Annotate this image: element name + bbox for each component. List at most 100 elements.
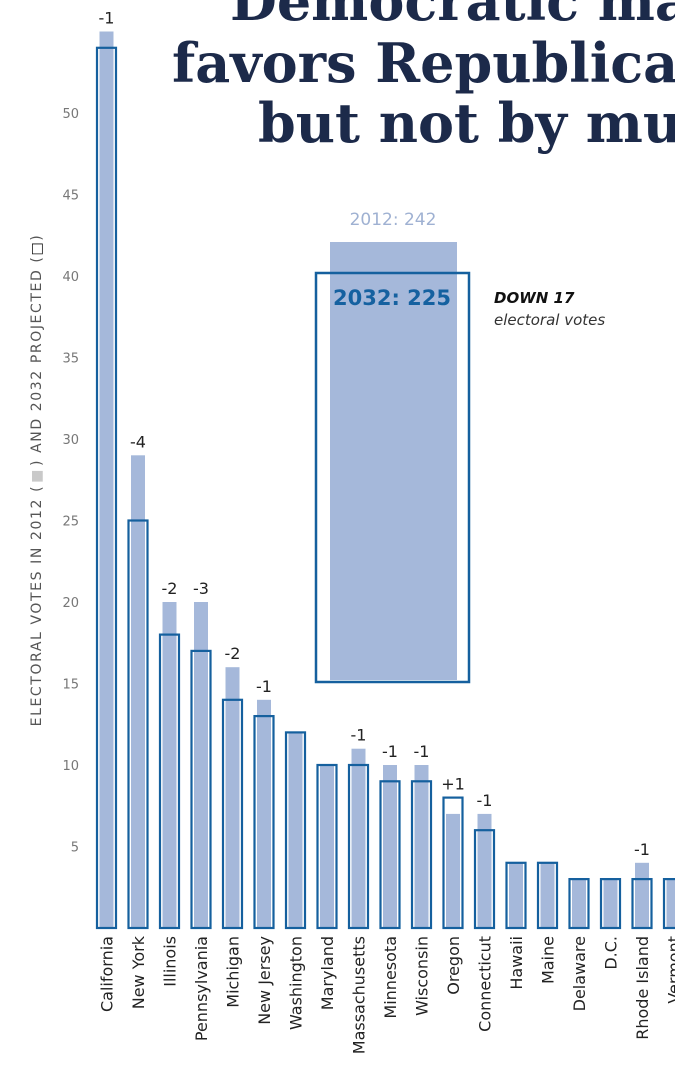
bar-2032-connecticut xyxy=(473,829,496,930)
x-label-oregon: Oregon xyxy=(444,936,463,995)
change-label-new-jersey: -1 xyxy=(256,677,272,696)
x-axis-labels: California New York Illinois Pennsylvania Mi… xyxy=(98,935,675,1054)
bar-2012-rhode-island xyxy=(635,862,649,928)
bar-2012-d-c xyxy=(603,879,618,928)
bar-2032-massachusetts xyxy=(347,763,370,930)
y-tick-40: 40 xyxy=(62,270,79,285)
y-tick-5: 5 xyxy=(71,841,79,856)
bar-2012-connecticut xyxy=(477,813,492,928)
change-label-massachusetts: -1 xyxy=(351,726,367,745)
change-label-minnesota: -1 xyxy=(382,742,398,761)
x-label-pennsylvania: Pennsylvania xyxy=(192,936,211,1041)
title-line-3: but not by much xyxy=(258,91,675,155)
total-2012-label: 2012: 242 xyxy=(350,210,437,230)
x-label-d-c: D.C. xyxy=(602,936,621,970)
chart-title: Democratic map favors Republicans but no… xyxy=(172,0,675,155)
bar-2032-wisconsin xyxy=(410,780,433,930)
bar-2032-hawaii xyxy=(505,861,527,930)
y-tick-10: 10 xyxy=(62,759,79,774)
change-headline: DOWN 17 xyxy=(494,289,575,307)
y-tick-20: 20 xyxy=(62,596,79,611)
bar-2032-illinois xyxy=(158,633,181,930)
total-2012-bar xyxy=(330,242,457,680)
change-label-pennsylvania: -3 xyxy=(193,579,209,598)
x-label-rhode-island: Rhode Island xyxy=(633,936,652,1040)
bar-2012-minnesota xyxy=(383,765,397,928)
x-label-wisconsin: Wisconsin xyxy=(413,936,432,1016)
bar-2012-delaware xyxy=(572,879,586,928)
bar-2012-california xyxy=(99,31,114,928)
y-tick-45: 45 xyxy=(62,189,79,204)
x-label-new-jersey: New Jersey xyxy=(255,936,274,1025)
y-tick-50: 50 xyxy=(62,107,79,122)
bar-2032-new-york xyxy=(127,519,149,930)
bar-2012-vermont xyxy=(666,879,675,928)
totals-inset: 2012: 242 2032: 225 DOWN 17 electoral vo… xyxy=(314,210,605,684)
change-label-california: -1 xyxy=(99,9,115,28)
total-2032-outline xyxy=(314,271,471,684)
bar-2032-pennsylvania xyxy=(190,649,212,930)
x-label-delaware: Delaware xyxy=(570,936,589,1011)
bar-2032-michigan xyxy=(221,698,244,930)
y-tick-25: 25 xyxy=(62,515,79,530)
bar-2032-maryland xyxy=(316,763,338,930)
bar-2032-delaware xyxy=(568,877,590,930)
x-label-illinois: Illinois xyxy=(161,936,180,987)
legend-2012-swatch: ■ xyxy=(29,468,45,483)
change-label-michigan: -2 xyxy=(225,644,241,663)
change-label-new-york: -4 xyxy=(130,432,146,451)
bar-2012-maryland xyxy=(320,765,334,928)
bar-2012-michigan xyxy=(225,667,240,928)
title-line-1: Democratic map xyxy=(230,0,675,33)
y-axis-label-part-2: ) AND 2032 PROJECTED ( xyxy=(29,256,45,467)
bar-2012-massachusetts xyxy=(351,748,366,928)
x-label-connecticut: Connecticut xyxy=(476,936,495,1032)
bars: -1 -4 -2 -3 -2 -1 -1 -1 -1 +1 -1 -1 xyxy=(95,9,675,930)
bar-2032-washington xyxy=(284,731,307,930)
change-label-connecticut: -1 xyxy=(477,791,493,810)
change-label-rhode-island: -1 xyxy=(634,840,650,859)
svg-text:ELECTORAL VOTES IN 2012 (■) AN: ELECTORAL VOTES IN 2012 ( ■) AND 2032 PRO… xyxy=(29,234,45,727)
bar-2032-california xyxy=(95,46,118,930)
y-tick-35: 35 xyxy=(62,352,79,367)
bar-2012-illinois xyxy=(162,602,177,928)
bar-2012-oregon xyxy=(446,813,460,928)
x-label-new-york: New York xyxy=(129,935,148,1009)
bar-2012-pennsylvania xyxy=(194,602,208,928)
bar-2032-d-c xyxy=(599,877,622,930)
title-line-2: favors Republicans xyxy=(172,31,675,95)
y-axis-label-part-3: ) xyxy=(29,234,45,241)
x-label-hawaii: Hawaii xyxy=(507,936,526,990)
bar-2012-washington xyxy=(288,732,303,928)
y-axis-ticks: 5 10 15 20 25 30 35 40 45 50 xyxy=(62,107,79,856)
bar-2032-vermont xyxy=(662,877,675,930)
y-axis-label-part-1: ELECTORAL VOTES IN 2012 ( xyxy=(29,485,45,727)
y-tick-30: 30 xyxy=(62,433,79,448)
bar-2012-new-jersey xyxy=(257,699,271,928)
bar-2012-maine xyxy=(540,862,555,928)
y-tick-15: 15 xyxy=(62,678,79,693)
x-label-michigan: Michigan xyxy=(224,936,243,1008)
bar-2032-rhode-island xyxy=(631,877,653,930)
legend-2032-swatch: □ xyxy=(29,241,45,256)
x-label-vermont: Vermont xyxy=(665,936,675,1004)
bar-2032-minnesota xyxy=(379,780,401,930)
bar-2032-maine xyxy=(536,861,559,930)
x-label-maine: Maine xyxy=(539,936,558,984)
bar-2012-new-york xyxy=(131,455,145,928)
bar-2012-hawaii xyxy=(509,862,523,928)
x-label-minnesota: Minnesota xyxy=(381,936,400,1019)
change-subtext: electoral votes xyxy=(494,311,605,329)
total-2032-label: 2032: 225 xyxy=(333,286,451,310)
change-label-illinois: -2 xyxy=(162,579,178,598)
bar-2032-oregon xyxy=(442,796,464,930)
x-label-maryland: Maryland xyxy=(318,936,337,1010)
change-label-oregon: +1 xyxy=(441,775,465,794)
x-label-washington: Washington xyxy=(287,936,306,1030)
x-label-massachusetts: Massachusetts xyxy=(350,936,369,1054)
x-label-california: California xyxy=(98,936,117,1012)
y-axis-label: ELECTORAL VOTES IN 2012 ( ■) AND 2032 PRO… xyxy=(29,234,45,727)
bar-2012-wisconsin xyxy=(414,765,429,928)
change-label-wisconsin: -1 xyxy=(414,742,430,761)
